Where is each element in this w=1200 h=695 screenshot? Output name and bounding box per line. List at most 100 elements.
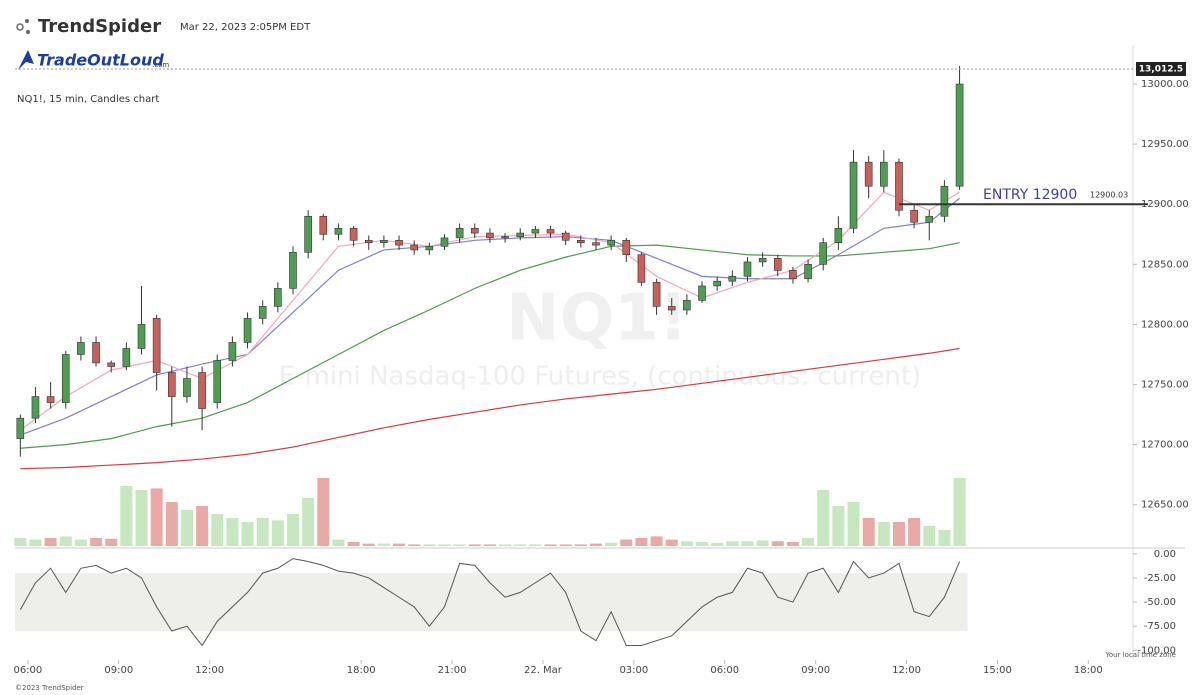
candle-body bbox=[137, 324, 146, 349]
volume-bar bbox=[90, 538, 103, 546]
x-tick-label: 18:00 bbox=[347, 665, 376, 676]
candle-body bbox=[213, 360, 222, 403]
volume-bar bbox=[635, 538, 648, 546]
candle-body bbox=[940, 185, 949, 217]
volume-bar bbox=[135, 490, 148, 546]
candle-body bbox=[395, 239, 403, 246]
candle-body bbox=[577, 239, 585, 243]
candle-body bbox=[304, 215, 312, 253]
x-tick-label: 12:00 bbox=[195, 665, 224, 676]
volume-bar bbox=[574, 544, 587, 546]
volume-bar bbox=[211, 514, 224, 546]
footer: ©2023 TrendSpider bbox=[15, 684, 84, 692]
candle-body bbox=[440, 237, 449, 247]
candle-body bbox=[107, 362, 115, 367]
volume-bar bbox=[226, 518, 239, 546]
candle-body bbox=[773, 258, 782, 271]
volume-bar bbox=[74, 539, 87, 546]
candle-body bbox=[425, 246, 434, 251]
x-tick-label: 03:00 bbox=[619, 665, 648, 676]
candle-body bbox=[925, 215, 934, 223]
logo-icon bbox=[25, 19, 29, 23]
candle-body bbox=[455, 227, 464, 239]
candle-body bbox=[470, 227, 479, 234]
candle-body bbox=[637, 254, 646, 283]
volume-bar bbox=[317, 478, 330, 546]
volume-bar bbox=[29, 539, 42, 546]
volume-bar bbox=[786, 542, 799, 546]
candle-body bbox=[77, 342, 85, 355]
y-tick-label: 12800.00 bbox=[1141, 319, 1189, 330]
candle-body bbox=[728, 276, 737, 282]
volume-bar bbox=[150, 488, 163, 546]
moving-average bbox=[20, 242, 960, 449]
candle-body bbox=[895, 161, 903, 211]
x-tick-label: 06:00 bbox=[13, 665, 42, 676]
x-tick-label: 09:00 bbox=[801, 665, 830, 676]
y-tick-label: 12650.00 bbox=[1141, 500, 1189, 511]
logo-suffix: .com bbox=[152, 61, 169, 69]
volume-bar bbox=[817, 490, 830, 546]
timestamp: Mar 22, 2023 2:05PM EDT bbox=[180, 22, 311, 33]
volume-bar bbox=[938, 530, 951, 546]
candle-body bbox=[501, 236, 509, 239]
volume-bar bbox=[741, 541, 754, 546]
volume-bar bbox=[802, 538, 815, 546]
x-tick-label: 12:00 bbox=[892, 665, 921, 676]
candle-body bbox=[804, 264, 812, 280]
candle-body bbox=[667, 306, 676, 311]
candle-body bbox=[92, 342, 100, 364]
logo-text: TradeOutLoud bbox=[37, 51, 164, 70]
candle-body bbox=[819, 242, 828, 265]
candle-body bbox=[380, 239, 388, 243]
candle-body bbox=[910, 209, 918, 223]
watermark-subtitle: E-mini Nasdaq-100 Futures, (continuous: … bbox=[279, 362, 921, 392]
candle-body bbox=[334, 227, 343, 235]
y-tick-label: 12950.00 bbox=[1141, 139, 1189, 150]
entry-text: ENTRY 12900 bbox=[983, 187, 1077, 203]
volume-bar bbox=[559, 544, 572, 546]
volume-bar bbox=[696, 542, 709, 546]
candle-body bbox=[243, 318, 252, 343]
moving-average bbox=[19, 191, 960, 431]
x-tick-label: 06:00 bbox=[710, 665, 739, 676]
volume-bar bbox=[286, 514, 299, 546]
candle-body bbox=[849, 161, 858, 229]
y-tick-label: 12700.00 bbox=[1141, 440, 1189, 451]
logo-icon bbox=[16, 23, 24, 31]
candle-body bbox=[228, 342, 237, 361]
candle-body bbox=[592, 242, 600, 246]
candle-body bbox=[531, 229, 540, 234]
oscillator-line bbox=[19, 558, 961, 647]
logo-icon bbox=[18, 50, 34, 70]
volume-bar bbox=[953, 478, 966, 546]
entry-label: 12900.03 bbox=[1090, 191, 1128, 200]
volume-bar bbox=[665, 539, 678, 546]
logo-icon bbox=[26, 30, 30, 34]
y-tick-label: 12900.00 bbox=[1141, 199, 1189, 210]
y-tick-label: -75.00 bbox=[1144, 621, 1176, 632]
candle-body bbox=[364, 239, 373, 243]
candle-body bbox=[349, 227, 358, 241]
y-tick-label: 13000.00 bbox=[1141, 79, 1189, 90]
volume-bar bbox=[180, 510, 193, 546]
candle-body bbox=[561, 232, 570, 241]
volume-bar bbox=[877, 522, 890, 546]
volume-bar bbox=[483, 544, 496, 546]
volume-bar bbox=[832, 506, 845, 546]
candle-body bbox=[652, 282, 661, 307]
volume-bar bbox=[362, 543, 375, 546]
volume-bar bbox=[923, 526, 936, 546]
volume-bar bbox=[756, 540, 769, 546]
volume-bar bbox=[499, 544, 512, 546]
y-tick-label: -100.00 bbox=[1137, 645, 1176, 656]
volume-bar bbox=[241, 522, 254, 546]
x-tick-label: 22. Mar bbox=[524, 665, 563, 676]
candle-body bbox=[789, 270, 797, 280]
candle-body bbox=[607, 239, 615, 246]
y-tick-label: 12750.00 bbox=[1141, 380, 1189, 391]
candle-body bbox=[864, 161, 873, 187]
candle-body bbox=[546, 229, 555, 234]
candle-body bbox=[16, 417, 25, 439]
volume-bar bbox=[514, 544, 527, 546]
